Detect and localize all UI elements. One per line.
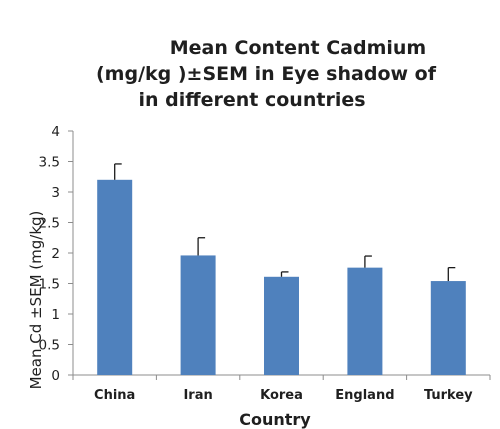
bars <box>97 179 466 375</box>
bar-turkey <box>430 281 466 375</box>
chart-title-line-3: in different countries <box>138 89 365 111</box>
error-bar-turkey <box>447 266 456 282</box>
x-axis-ticks: China Iran Korea England Turkey <box>72 375 491 403</box>
chart-title-line-2: (mg/kg )±SEM in Eye shadow of <box>96 63 437 85</box>
y-tick-label: 3 <box>51 185 60 201</box>
y-tick-label: 0 <box>51 368 60 384</box>
x-tick-label-turkey: Turkey <box>424 388 473 403</box>
error-bar-korea <box>280 271 289 277</box>
y-tick-label: 2 <box>51 246 60 262</box>
bar-korea <box>264 276 299 375</box>
x-tick-label-china: China <box>94 388 135 403</box>
y-tick-label: 4 <box>51 124 60 140</box>
chart-title-line-1: Mean Content Cadmium <box>170 37 426 59</box>
y-tick-label: 2.5 <box>39 216 60 232</box>
y-tick-label: 3.5 <box>39 155 60 171</box>
chart-title: Mean Content Cadmium (mg/kg )±SEM in Eye… <box>96 37 437 111</box>
bar-england <box>347 267 383 375</box>
error-bar-england <box>364 255 372 268</box>
error-bar-china <box>114 163 122 180</box>
error-bars <box>114 163 456 282</box>
x-tick-label-england: England <box>335 388 394 403</box>
y-axis-ticks: 0 0.5 1 1.5 2 2.5 3 3.5 4 <box>39 124 73 384</box>
bar-iran <box>180 255 216 375</box>
y-axis-label: Mean Cd ±SEM (mg/kg) <box>27 211 45 390</box>
y-tick-label: 1.5 <box>39 277 60 293</box>
error-bar-iran <box>197 237 206 256</box>
bar-china <box>97 179 133 375</box>
y-tick-label: 0.5 <box>39 338 60 354</box>
y-tick-label: 1 <box>51 307 60 323</box>
x-tick-label-korea: Korea <box>260 388 303 403</box>
x-tick-label-iran: Iran <box>183 388 212 403</box>
x-axis-label: Country <box>239 410 311 429</box>
